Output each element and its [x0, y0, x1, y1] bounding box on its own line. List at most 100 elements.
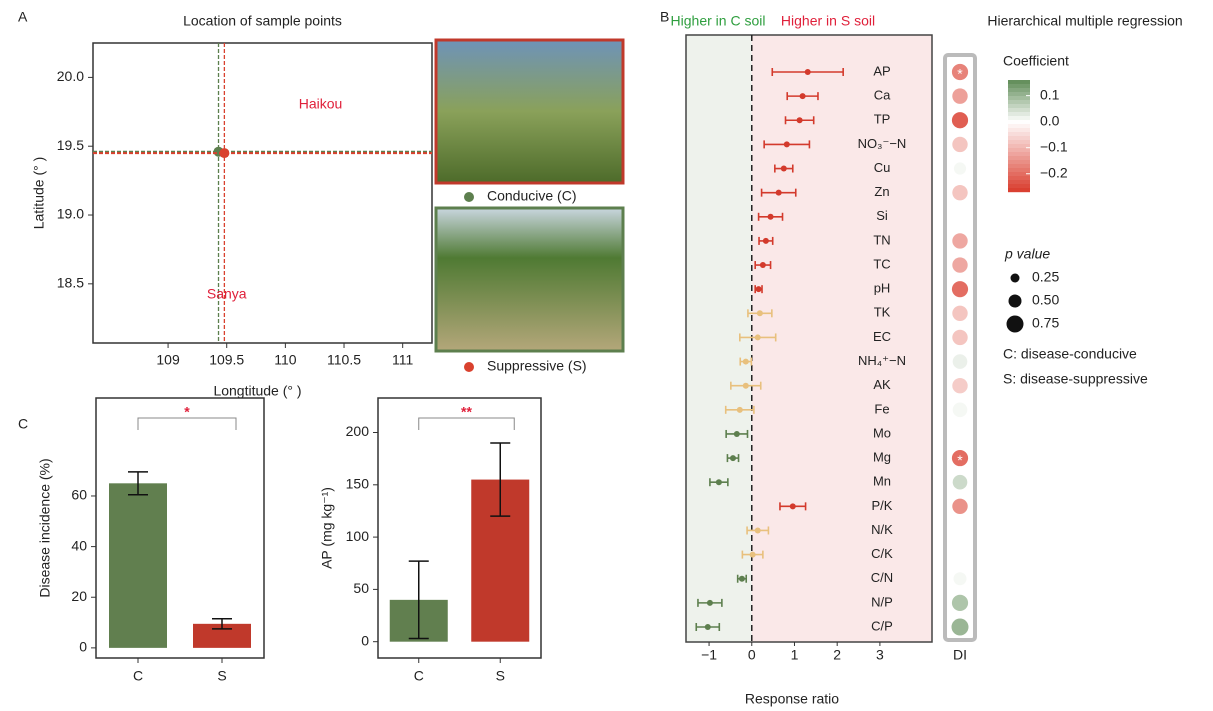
row-label: TK: [874, 305, 891, 320]
point: [716, 479, 722, 485]
y-tick-label: 19.5: [57, 137, 84, 153]
colorbar-cell: [1008, 136, 1030, 140]
colorbar-cell: [1008, 164, 1030, 168]
di-point: [952, 595, 968, 611]
di-title: Hierarchical multiple regression: [987, 13, 1182, 29]
size-tick-label: 0.75: [1032, 315, 1059, 331]
bar: [109, 483, 167, 648]
point: [739, 576, 745, 582]
row-label: TC: [873, 256, 890, 271]
di-point: [954, 524, 967, 537]
legend-label: Suppressive (S): [487, 358, 587, 374]
x-tick-label: C: [133, 668, 143, 684]
point: [743, 383, 749, 389]
di-star: *: [957, 66, 963, 82]
x-tick-label: 111: [392, 352, 413, 368]
di-point: [953, 403, 968, 418]
x-axis-label: Response ratio: [745, 691, 839, 707]
colorbar-title: Coefficient: [1003, 53, 1069, 69]
di-point: [952, 281, 968, 297]
colorbar-cell: [1008, 152, 1030, 156]
di-label: DI: [953, 647, 967, 663]
x-tick-label: 3: [876, 647, 884, 663]
colorbar-cell: [1008, 156, 1030, 160]
size-title: p value: [1004, 246, 1050, 262]
annotation: Sanya: [207, 286, 247, 302]
x-tick-label: −1: [701, 647, 717, 663]
point: [730, 455, 736, 461]
row-label: Ca: [874, 88, 891, 103]
di-point: [953, 354, 968, 369]
di-point: [952, 233, 967, 248]
x-tick-label: 109: [156, 352, 180, 368]
row-label: Cu: [874, 160, 891, 175]
colorbar-cell: [1008, 96, 1030, 100]
colorbar-tick-label: 0.1: [1040, 86, 1060, 102]
x-tick-label: 109.5: [209, 352, 244, 368]
point: [763, 238, 769, 244]
di-point: [954, 162, 966, 174]
point: [743, 359, 749, 365]
colorbar-cell: [1008, 124, 1030, 128]
row-label: Si: [876, 208, 888, 223]
y-tick-label: 200: [346, 423, 370, 439]
row-label: NH₄⁺−N: [858, 353, 906, 368]
x-tick-label: S: [496, 668, 505, 684]
size-swatch: [1007, 316, 1024, 333]
di-point: [952, 306, 967, 321]
x-tick-label: 0: [748, 647, 756, 663]
colorbar-tick-label: −0.1: [1040, 138, 1068, 154]
row-label: Mo: [873, 425, 891, 440]
di-point: [952, 88, 967, 103]
size-tick-label: 0.25: [1032, 269, 1059, 285]
di-point: [952, 499, 967, 514]
row-label: EC: [873, 329, 891, 344]
row-label: Zn: [874, 184, 889, 199]
row-label: AP: [873, 63, 890, 78]
colorbar-cell: [1008, 108, 1030, 112]
colorbar-cell: [1008, 132, 1030, 136]
colorbar-cell: [1008, 80, 1030, 84]
colorbar-cell: [1008, 176, 1030, 180]
y-tick-label: 0: [79, 639, 87, 655]
colorbar-cell: [1008, 128, 1030, 132]
significance-label: **: [461, 404, 472, 420]
point: [776, 190, 782, 196]
colorbar-cell: [1008, 140, 1030, 144]
legend-swatch: [464, 192, 474, 202]
significance-bracket: [419, 418, 515, 430]
colorbar-tick-label: −0.2: [1040, 164, 1068, 180]
di-point: [952, 619, 969, 636]
row-label: Fe: [874, 401, 889, 416]
point: [219, 148, 229, 158]
region-s: [752, 35, 932, 642]
panel-label: A: [18, 9, 28, 25]
y-tick-label: 20: [71, 588, 87, 604]
point: [756, 286, 762, 292]
colorbar-cell: [1008, 100, 1030, 104]
di-point: [952, 330, 967, 345]
x-tick-label: 1: [791, 647, 799, 663]
legend-swatch: [464, 362, 474, 372]
annotation: Haikou: [299, 96, 343, 112]
note: C: disease-conducive: [1003, 346, 1137, 362]
di-star: *: [957, 452, 963, 468]
colorbar-cell: [1008, 148, 1030, 152]
row-label: TN: [873, 232, 890, 247]
colorbar-cell: [1008, 188, 1030, 192]
row-label: P/K: [872, 498, 893, 513]
y-axis-label: AP (mg kg⁻¹): [319, 487, 335, 569]
size-swatch: [1009, 295, 1022, 308]
row-label: Mn: [873, 474, 891, 489]
point: [784, 141, 790, 147]
panel-label: C: [18, 416, 28, 432]
header-right: Higher in S soil: [781, 13, 875, 29]
point: [734, 431, 740, 437]
y-tick-label: 19.0: [57, 206, 84, 222]
y-tick-label: 0: [361, 632, 369, 648]
significance-bracket: [138, 418, 236, 430]
colorbar-cell: [1008, 160, 1030, 164]
point: [768, 214, 774, 220]
significance-label: *: [184, 404, 190, 420]
plot-frame: [93, 43, 432, 343]
